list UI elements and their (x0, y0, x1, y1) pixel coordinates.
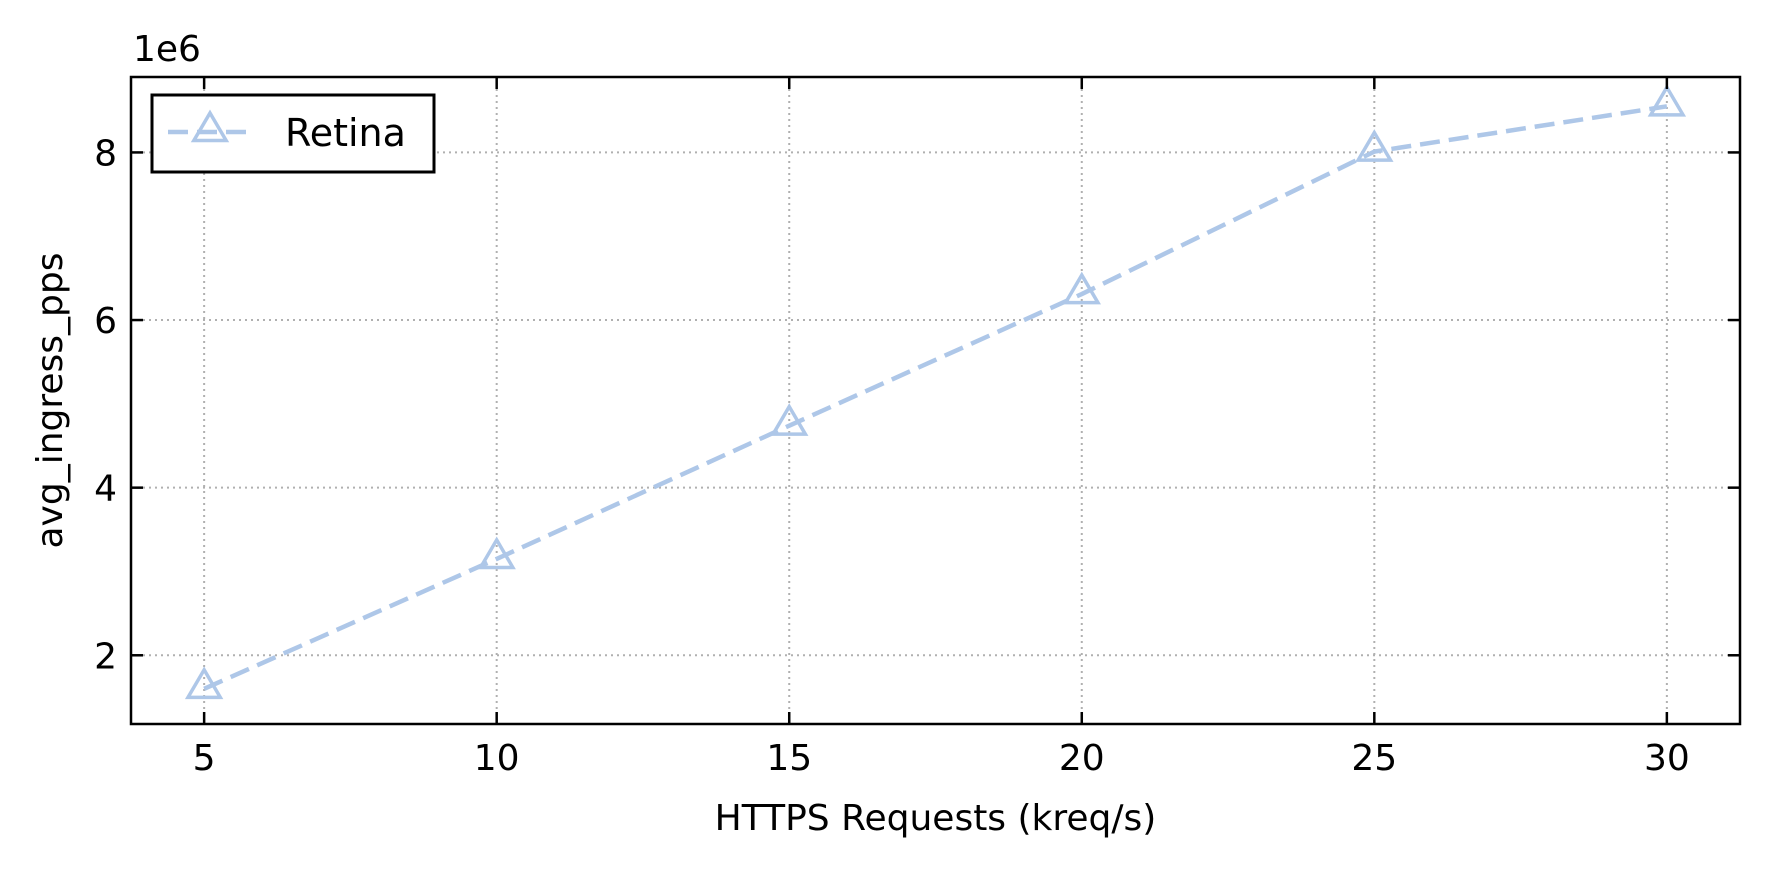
series-line-retina (203, 104, 1668, 691)
legend-box (150, 93, 436, 174)
y-axis-offset-label: 1e6 (133, 29, 201, 70)
axis-ticks: 5 10 15 20 25 30 2 4 6 8 (94, 77, 1740, 779)
data-point-marker (477, 536, 516, 570)
x-axis-label: HTTPS Requests (kreq/s) (715, 798, 1157, 839)
x-tick-label: 20 (1059, 738, 1105, 779)
data-point-marker (1355, 129, 1394, 162)
y-axis-label: avg_ingress_pps (30, 252, 71, 548)
y-tick-label: 4 (94, 469, 117, 510)
data-point-marker (1062, 271, 1101, 305)
x-tick-label: 15 (766, 738, 812, 779)
plot-frame (129, 75, 1742, 726)
y-tick-label: 2 (94, 636, 117, 677)
legend-label-retina: Retina (285, 111, 406, 155)
legend: Retina (150, 93, 436, 174)
data-point-marker (184, 666, 224, 700)
grid-lines (131, 77, 1740, 724)
x-tick-label: 30 (1644, 738, 1690, 779)
y-tick-label: 6 (94, 301, 117, 342)
y-tick-label: 8 (94, 133, 117, 174)
data-point-marker (770, 403, 809, 436)
x-tick-label: 25 (1351, 738, 1397, 779)
data-point-marker (1647, 83, 1687, 117)
x-tick-label: 5 (193, 738, 216, 779)
x-tick-label: 10 (474, 738, 520, 779)
legend-triangle-marker (190, 109, 230, 143)
series-layer (184, 83, 1687, 700)
